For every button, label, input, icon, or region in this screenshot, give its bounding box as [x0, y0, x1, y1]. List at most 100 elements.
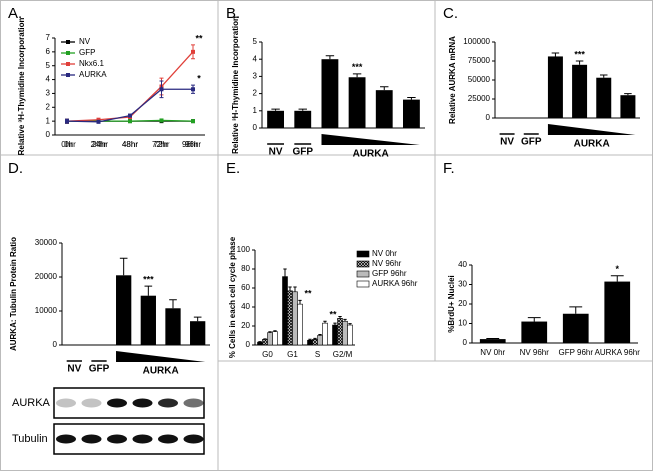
- error-bar: [193, 316, 202, 322]
- error-bar: [271, 108, 280, 111]
- blot-frame: [53, 423, 205, 455]
- panel-label: D.: [8, 160, 23, 177]
- dose-triangle: [116, 351, 206, 362]
- y-tick-label: 3: [46, 89, 51, 98]
- bar: [116, 275, 132, 345]
- blot-label: Tubulin: [12, 433, 48, 445]
- y-tick-label: 20: [241, 321, 250, 330]
- bar: [297, 303, 303, 346]
- bar: [321, 59, 339, 129]
- annotation: **: [329, 310, 337, 320]
- y-tick-label: 0: [463, 338, 468, 347]
- error-bar: [293, 286, 297, 292]
- panel-label: C.: [443, 5, 458, 22]
- legend-marker: [66, 62, 70, 66]
- y-tick-label: 0: [46, 130, 51, 139]
- bar: [347, 324, 353, 346]
- group-label: AURKA: [143, 366, 179, 377]
- bar: [267, 332, 273, 346]
- legend-label: AURKA 96hr: [372, 279, 418, 288]
- blot-band: [132, 398, 153, 408]
- x-tick-label: 72hr: [153, 140, 169, 149]
- bar: [317, 335, 323, 346]
- bar: [292, 291, 298, 346]
- y-tick-label: 20: [458, 299, 467, 308]
- marker: [159, 118, 164, 123]
- error-bar: [600, 74, 608, 78]
- x-tick-label: S: [315, 350, 320, 359]
- legend-swatch: [356, 250, 370, 258]
- x-tick-label: G1: [287, 350, 298, 359]
- bar: [521, 321, 548, 343]
- y-tick-label: 3: [253, 72, 258, 81]
- y-tick-label: 25000: [468, 94, 491, 103]
- bar: [342, 320, 348, 346]
- bar: [272, 331, 278, 346]
- error-bar: [343, 318, 347, 322]
- bar: [282, 276, 288, 346]
- annotation: **: [195, 33, 203, 43]
- error-bar: [551, 52, 560, 57]
- y-axis-label: %BrdU+ Nuclei: [447, 275, 456, 333]
- panel-label: F.: [443, 160, 455, 177]
- y-tick-label: 30000: [35, 238, 58, 247]
- x-tick-label: 24hr: [92, 140, 108, 149]
- legend-label: GFP: [79, 48, 95, 57]
- y-axis-label: Relative AURKA mRNA: [448, 36, 457, 124]
- y-tick-label: 5: [46, 61, 51, 70]
- bar: [479, 339, 506, 343]
- x-tick-label: 96hr: [182, 140, 198, 149]
- bar: [140, 295, 156, 345]
- error-bar: [348, 323, 352, 326]
- error-bar: [575, 60, 584, 65]
- x-tick-label: 0hr: [64, 140, 76, 149]
- bar: [262, 338, 268, 346]
- y-tick-label: 5: [253, 37, 258, 46]
- error-bar: [527, 317, 541, 322]
- bar: [402, 99, 420, 128]
- bar: [596, 77, 612, 118]
- marker: [159, 87, 164, 92]
- x-tick-label: 24hr: [90, 140, 106, 149]
- y-tick-label: 10000: [35, 306, 58, 315]
- x-tick-label: AURKA 96hr: [595, 348, 641, 357]
- y-axis-label: AURKA: Tubulin Protein Ratio: [9, 237, 18, 351]
- blot-band: [132, 434, 153, 444]
- group-label: NV: [269, 147, 283, 158]
- x-tick-label: GFP 96hr: [558, 348, 593, 357]
- x-tick-label: 0hr: [61, 140, 73, 149]
- x-tick-label: G0: [262, 350, 273, 359]
- legend-label: NV: [79, 37, 91, 46]
- annotation: ***: [574, 49, 585, 59]
- x-tick-label: 48hr: [122, 140, 138, 149]
- blot-band: [81, 398, 102, 408]
- legend-marker: [66, 40, 70, 44]
- group-label: AURKA: [353, 149, 389, 160]
- legend-swatch: [356, 270, 370, 278]
- legend-label: AURKA: [79, 70, 107, 79]
- y-tick-label: 7: [46, 33, 51, 42]
- x-tick-label: 96hr: [185, 140, 201, 149]
- bar: [322, 322, 328, 346]
- y-tick-label: 50000: [468, 75, 491, 84]
- y-tick-label: 10: [458, 319, 467, 328]
- error-bar: [308, 338, 312, 341]
- y-tick-label: 2: [253, 89, 258, 98]
- marker: [191, 87, 195, 92]
- marker: [128, 119, 132, 124]
- marker: [191, 119, 195, 124]
- blot-frame: [53, 387, 205, 419]
- bar: [547, 56, 563, 118]
- y-tick-label: 80: [241, 264, 250, 273]
- error-bar: [323, 320, 327, 324]
- error-bar: [298, 299, 302, 305]
- blot-label: AURKA: [12, 397, 51, 409]
- group-label: AURKA: [574, 139, 610, 150]
- legend-label: NV 96hr: [372, 259, 402, 268]
- legend-marker: [66, 73, 70, 77]
- bar: [375, 90, 393, 128]
- bar: [604, 281, 631, 343]
- error-bar: [338, 316, 342, 319]
- legend-label: GFP 96hr: [372, 269, 407, 278]
- bar: [294, 110, 312, 128]
